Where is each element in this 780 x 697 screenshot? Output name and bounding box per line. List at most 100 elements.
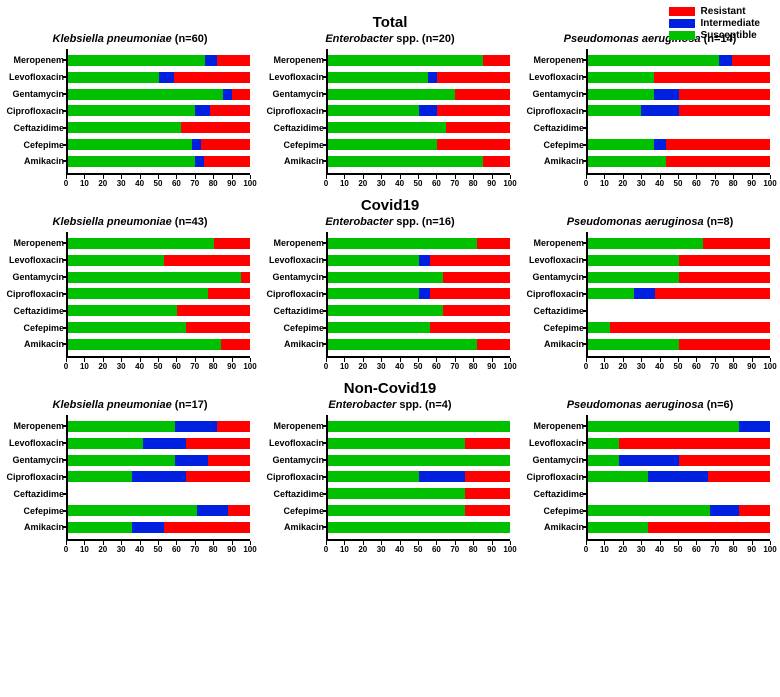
stacked-bar xyxy=(328,122,510,133)
intermediate-segment xyxy=(195,105,210,116)
bar-chart: MeropenemLevofloxacinGentamycinCiproflox… xyxy=(326,232,510,358)
antibiotic-label: Levofloxacin xyxy=(529,255,588,265)
resistant-segment xyxy=(679,105,770,116)
legend-swatch xyxy=(669,19,695,28)
stacked-bar xyxy=(328,288,510,299)
antibiotic-label: Meropenem xyxy=(13,55,68,65)
x-tick-label: 40 xyxy=(395,545,404,554)
x-tick-label: 30 xyxy=(637,362,646,371)
panel-title: Enterobacter spp. (n=16) xyxy=(270,216,510,228)
x-tick-label: 60 xyxy=(432,179,441,188)
x-tick-label: 50 xyxy=(154,179,163,188)
x-tick-label: 30 xyxy=(377,362,386,371)
bar-row: Levofloxacin xyxy=(328,71,510,83)
resistant-segment xyxy=(739,505,770,516)
antibiotic-label: Ciprofloxacin xyxy=(266,106,328,116)
x-tick-label: 70 xyxy=(450,362,459,371)
x-tick-label: 70 xyxy=(450,545,459,554)
bar-chart: MeropenemLevofloxacinGentamycinCiproflox… xyxy=(66,415,250,541)
x-tick-label: 90 xyxy=(227,179,236,188)
bar-row: Meropenem xyxy=(328,420,510,432)
susceptible-segment xyxy=(588,421,739,432)
susceptible-segment xyxy=(588,255,679,266)
x-tick-label: 50 xyxy=(414,545,423,554)
legend-item: Susceptible xyxy=(669,30,760,41)
antibiotic-label: Levofloxacin xyxy=(269,255,328,265)
legend: ResistantIntermediateSusceptible xyxy=(669,6,760,42)
stacked-bar xyxy=(328,339,510,350)
bar-row: Levofloxacin xyxy=(68,71,250,83)
x-tick-label: 80 xyxy=(209,179,218,188)
bar-row: Amikacin xyxy=(588,155,770,167)
x-tick-label: 10 xyxy=(600,362,609,371)
stacked-bar xyxy=(68,72,250,83)
bar-row: Levofloxacin xyxy=(588,254,770,266)
intermediate-segment xyxy=(419,288,430,299)
section-title: Covid19 xyxy=(10,197,770,214)
susceptible-segment xyxy=(68,455,175,466)
resistant-segment xyxy=(666,156,770,167)
susceptible-segment xyxy=(328,288,419,299)
resistant-segment xyxy=(232,89,250,100)
x-tick-label: 90 xyxy=(747,362,756,371)
stacked-bar xyxy=(588,305,770,316)
x-tick-label: 20 xyxy=(98,545,107,554)
x-tick-label: 10 xyxy=(340,362,349,371)
bar-chart: MeropenemLevofloxacinGentamycinCiproflox… xyxy=(586,415,770,541)
x-tick-label: 70 xyxy=(190,179,199,188)
susceptible-segment xyxy=(68,505,197,516)
antibiotic-label: Meropenem xyxy=(273,421,328,431)
antibiotic-label: Meropenem xyxy=(13,238,68,248)
chart-panel: Klebsiella pneumoniae (n=17)MeropenemLev… xyxy=(10,399,250,557)
resistant-segment xyxy=(679,255,770,266)
stacked-bar xyxy=(588,72,770,83)
stacked-bar xyxy=(328,156,510,167)
x-tick-label: 0 xyxy=(584,362,588,371)
intermediate-segment xyxy=(428,72,437,83)
antibiotic-label: Amikacin xyxy=(544,156,588,166)
resistant-segment xyxy=(186,322,250,333)
x-tick-label: 70 xyxy=(190,545,199,554)
bar-row: Cefepime xyxy=(68,505,250,517)
x-tick-label: 10 xyxy=(80,362,89,371)
antibiotic-label: Cefepime xyxy=(543,140,588,150)
x-axis: 0102030405060708090100 xyxy=(326,541,510,557)
x-tick-label: 90 xyxy=(227,362,236,371)
susceptible-segment xyxy=(68,55,205,66)
susceptible-segment xyxy=(328,72,428,83)
antibiotic-label: Levofloxacin xyxy=(529,438,588,448)
bar-row: Meropenem xyxy=(68,54,250,66)
antibiotic-label: Ciprofloxacin xyxy=(526,106,588,116)
antibiotic-label: Ciprofloxacin xyxy=(6,289,68,299)
antibiotic-label: Amikacin xyxy=(284,339,328,349)
x-axis: 0102030405060708090100 xyxy=(66,358,250,374)
panel-title: Pseudomonas aeruginosa (n=8) xyxy=(530,216,770,228)
section-title: Total xyxy=(10,14,770,31)
bar-row: Cefepime xyxy=(588,322,770,334)
intermediate-segment xyxy=(195,156,204,167)
x-tick-label: 90 xyxy=(747,179,756,188)
bar-row: Ciprofloxacin xyxy=(328,105,510,117)
susceptible-segment xyxy=(588,139,654,150)
x-tick-label: 100 xyxy=(243,545,256,554)
resistant-segment xyxy=(465,488,511,499)
antibiotic-label: Levofloxacin xyxy=(9,72,68,82)
antibiotic-label: Ceftazidime xyxy=(273,306,328,316)
x-tick-label: 10 xyxy=(340,545,349,554)
x-tick-label: 70 xyxy=(190,362,199,371)
x-tick-label: 0 xyxy=(64,179,68,188)
stacked-bar xyxy=(68,139,250,150)
x-tick-label: 80 xyxy=(469,179,478,188)
x-tick-label: 30 xyxy=(117,545,126,554)
antibiotic-label: Ceftazidime xyxy=(273,123,328,133)
bar-row: Meropenem xyxy=(588,237,770,249)
stacked-bar xyxy=(68,522,250,533)
x-tick-label: 20 xyxy=(618,362,627,371)
x-tick-label: 100 xyxy=(503,179,516,188)
bar-row: Cefepime xyxy=(588,139,770,151)
resistant-segment xyxy=(208,455,250,466)
stacked-bar xyxy=(68,505,250,516)
bar-row: Ciprofloxacin xyxy=(68,105,250,117)
bar-row: Gentamycin xyxy=(68,271,250,283)
intermediate-segment xyxy=(175,421,217,432)
